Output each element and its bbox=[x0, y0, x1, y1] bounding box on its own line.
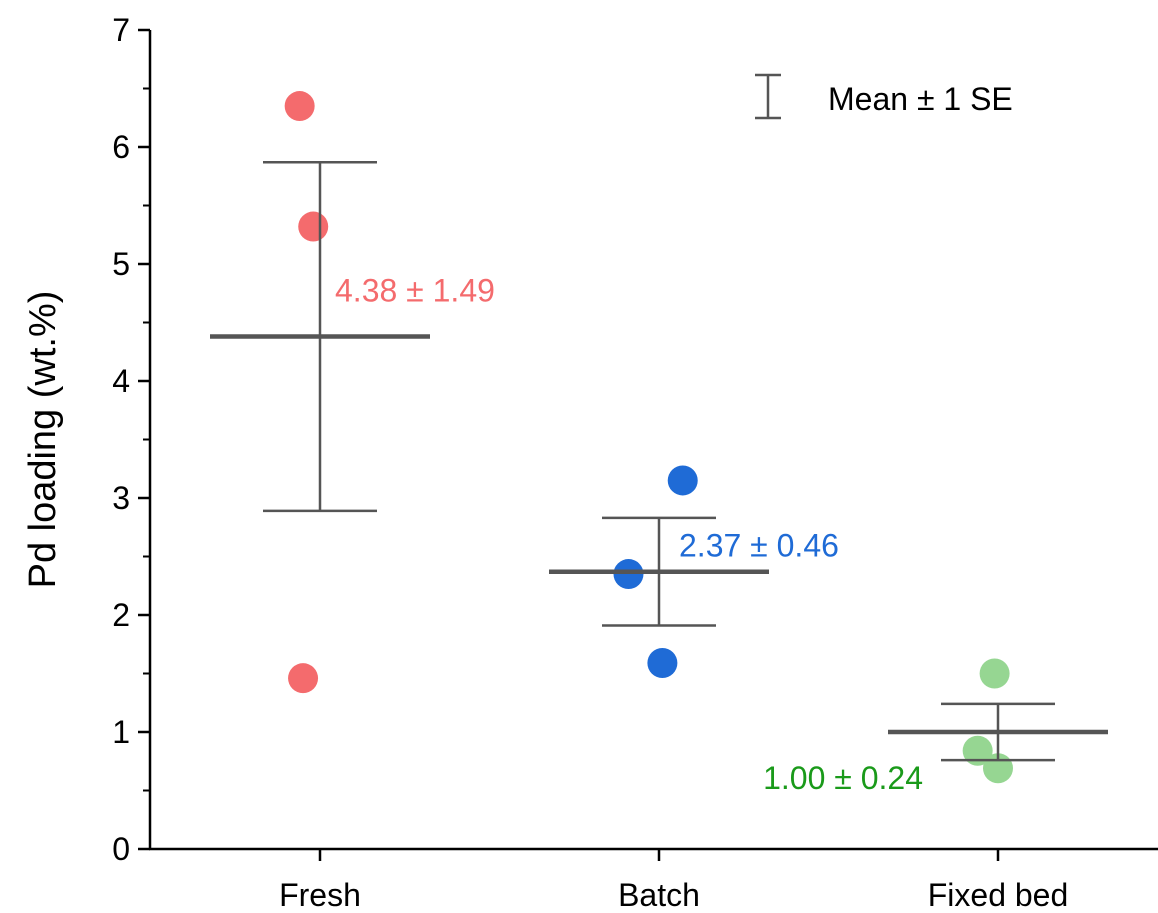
x-tick-label: Batch bbox=[618, 877, 700, 913]
y-tick-label: 3 bbox=[112, 480, 130, 516]
mean-se-label: 2.37 ± 0.46 bbox=[679, 528, 839, 564]
y-tick-label: 6 bbox=[112, 129, 130, 165]
y-tick-label: 1 bbox=[112, 714, 130, 750]
y-tick-label: 4 bbox=[112, 363, 130, 399]
data-point bbox=[647, 647, 678, 678]
data-point bbox=[667, 465, 698, 496]
legend: Mean ± 1 SE bbox=[755, 73, 1013, 120]
group-batch: 2.37 ± 0.46 bbox=[549, 465, 839, 678]
group-fresh: 4.38 ± 1.49 bbox=[210, 91, 495, 694]
group-fixed-bed: 1.00 ± 0.24 bbox=[763, 658, 1108, 796]
y-tick-label: 2 bbox=[112, 597, 130, 633]
data-point bbox=[288, 663, 319, 694]
chart-marks: 4.38 ± 1.49 2.37 ± 0.46 1.00 ± 0.24 bbox=[210, 91, 1108, 796]
y-tick-label: 0 bbox=[112, 831, 130, 867]
mean-se-label: 4.38 ± 1.49 bbox=[335, 273, 495, 309]
legend-label: Mean ± 1 SE bbox=[828, 81, 1013, 117]
data-point bbox=[979, 658, 1010, 689]
mean-se-label: 1.00 ± 0.24 bbox=[763, 760, 923, 796]
data-point bbox=[613, 559, 644, 590]
data-point bbox=[284, 91, 315, 122]
axes: 0 1 2 3 4 5 6 7 Pd loading (wt.%) Fresh Batch Fixed… bbox=[22, 12, 1158, 913]
x-tick-label: Fresh bbox=[279, 877, 361, 913]
y-tick-label: 5 bbox=[112, 246, 130, 282]
x-tick-label: Fixed bed bbox=[928, 877, 1069, 913]
data-point bbox=[298, 211, 329, 242]
y-tick-label: 7 bbox=[112, 12, 130, 48]
y-axis-label: Pd loading (wt.%) bbox=[22, 291, 64, 589]
data-point bbox=[962, 735, 993, 766]
